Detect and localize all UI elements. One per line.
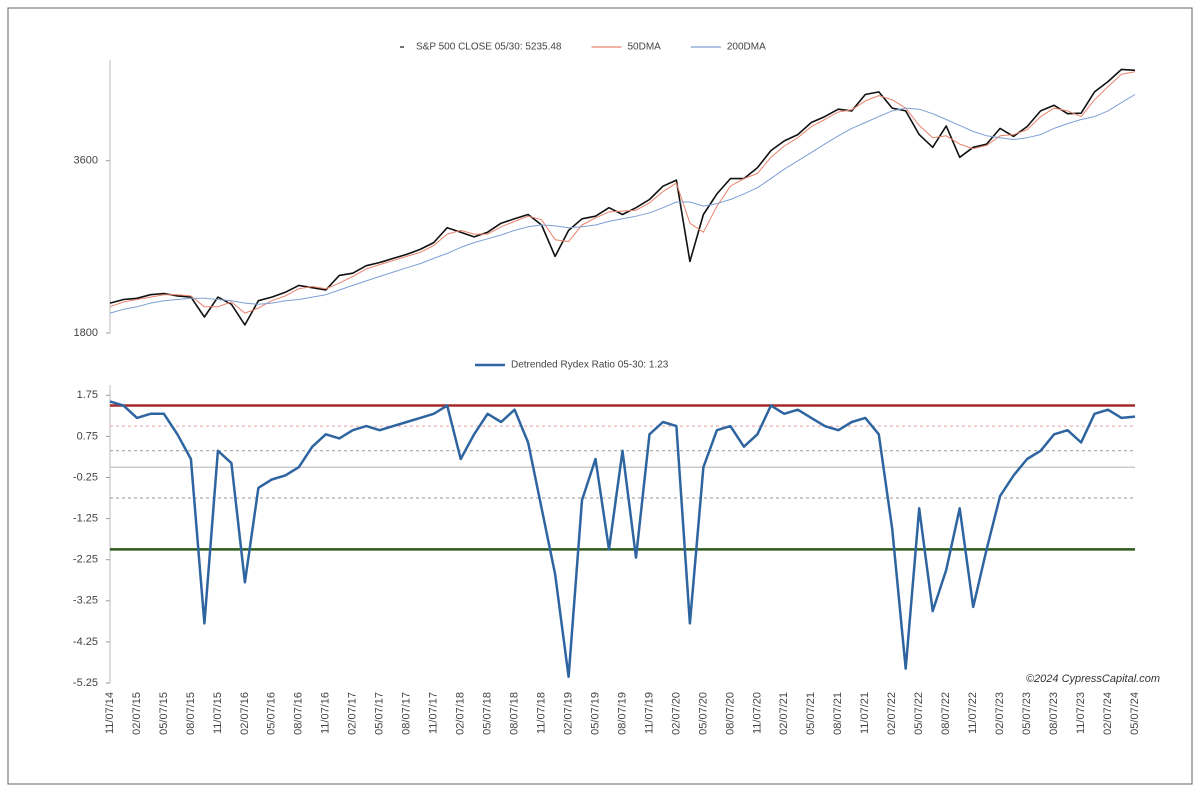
x-tick-label: 02/07/24 <box>1102 692 1114 735</box>
annotation: ©2024 CypressCapital.com <box>1026 673 1160 685</box>
x-tick-label: 05/07/20 <box>697 692 709 735</box>
x-tick-label: 05/07/15 <box>158 692 170 735</box>
series-line <box>109 68 1136 326</box>
x-tick-label: 08/07/17 <box>401 692 413 735</box>
x-tick-label: 02/07/15 <box>131 692 143 735</box>
legend-label: Detrended Rydex Ratio 05-30: 1.23 <box>511 360 669 371</box>
x-tick-label: 05/07/16 <box>266 692 278 735</box>
x-tick-label: 11/07/18 <box>536 692 548 734</box>
series-line <box>109 71 1136 314</box>
x-tick-label: 02/07/19 <box>563 692 575 735</box>
x-tick-label: 11/07/15 <box>212 692 224 734</box>
x-tick-label: 02/07/17 <box>347 692 359 735</box>
x-tick-label: 02/07/16 <box>239 692 251 735</box>
x-tick-label: 11/07/21 <box>859 692 871 734</box>
x-tick-label: 02/07/21 <box>778 692 790 735</box>
x-tick-label: 11/07/16 <box>320 692 332 734</box>
y-tick-label: -2.25 <box>73 554 98 566</box>
series-line <box>109 400 1136 679</box>
x-tick-label: 11/07/20 <box>751 692 763 734</box>
x-tick-label: 05/07/23 <box>1021 692 1033 735</box>
x-tick-label: 11/07/23 <box>1075 692 1087 734</box>
x-tick-label: 02/07/22 <box>886 692 898 735</box>
x-tick-label: 08/07/20 <box>724 692 736 735</box>
x-tick-label: 02/07/20 <box>670 692 682 735</box>
legend-label: S&P 500 CLOSE 05/30: 5235.48 <box>416 42 562 53</box>
x-tick-label: 11/07/19 <box>643 692 655 734</box>
x-tick-label: 05/07/17 <box>374 692 386 735</box>
x-tick-label: 08/07/22 <box>940 692 952 735</box>
legend-label: 50DMA <box>627 42 661 53</box>
x-tick-label: 05/07/18 <box>482 692 494 735</box>
x-tick-label: 05/07/19 <box>589 692 601 735</box>
x-tick-label: 11/07/14 <box>104 692 116 734</box>
x-tick-label: 08/07/21 <box>832 692 844 735</box>
frame <box>7 7 1193 785</box>
x-tick-label: 05/07/22 <box>913 692 925 735</box>
y-tick-label: 1800 <box>74 327 98 339</box>
x-tick-label: 11/07/22 <box>967 692 979 734</box>
y-tick-label: 1.75 <box>77 389 98 401</box>
x-tick-label: 08/07/15 <box>185 692 197 735</box>
x-tick-label: 02/07/18 <box>455 692 467 735</box>
x-tick-label: 08/07/18 <box>509 692 521 735</box>
x-tick-label: 11/07/17 <box>428 692 440 734</box>
legend-label: 200DMA <box>727 42 766 53</box>
x-tick-label: 08/07/19 <box>616 692 628 735</box>
y-tick-label: 3600 <box>74 155 98 167</box>
y-tick-label: -5.25 <box>73 677 98 689</box>
x-tick-label: 08/07/16 <box>293 692 305 735</box>
y-tick-label: -1.25 <box>73 512 98 524</box>
x-tick-label: 05/07/21 <box>805 692 817 735</box>
x-tick-label: 05/07/24 <box>1129 692 1141 735</box>
y-tick-label: -0.25 <box>73 471 98 483</box>
y-tick-label: -4.25 <box>73 636 98 648</box>
x-tick-label: 08/07/23 <box>1048 692 1060 735</box>
series-line <box>109 94 1136 314</box>
x-tick-label: 02/07/23 <box>994 692 1006 735</box>
y-tick-label: -3.25 <box>73 595 98 607</box>
y-tick-label: 0.75 <box>77 430 98 442</box>
